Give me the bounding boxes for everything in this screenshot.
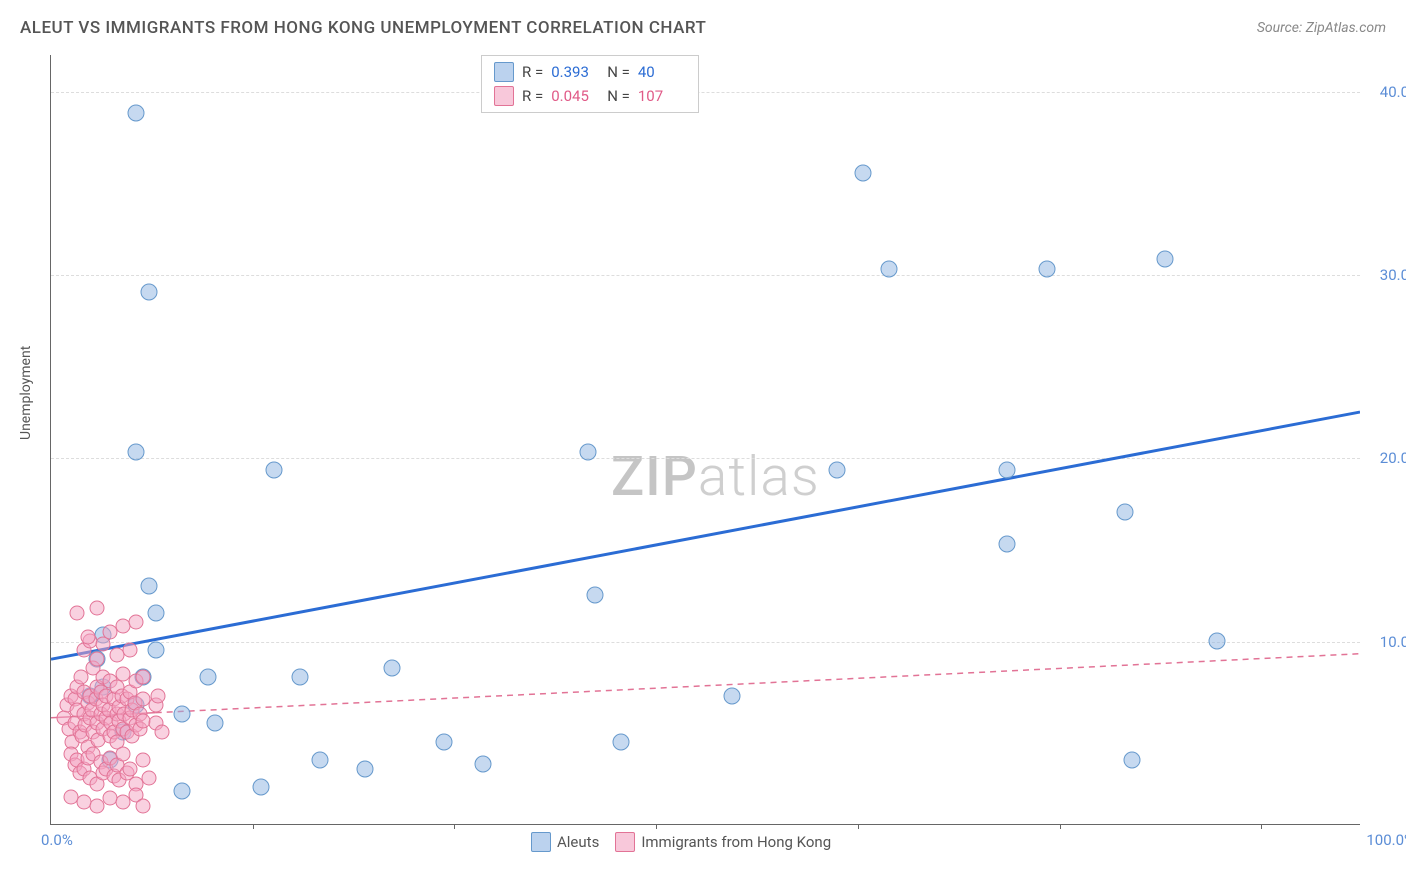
scatter-point (724, 687, 741, 704)
scatter-point (200, 669, 217, 686)
scatter-point (122, 642, 137, 657)
scatter-point (135, 798, 150, 813)
scatter-point (1117, 504, 1134, 521)
scatter-point (141, 284, 158, 301)
scatter-point (265, 462, 282, 479)
legend-item-aleuts: Aleuts (531, 832, 599, 852)
scatter-point (135, 670, 150, 685)
stat-r-label-2: R = (522, 84, 543, 108)
scatter-point (586, 586, 603, 603)
scatter-point (141, 577, 158, 594)
scatter-point (580, 443, 597, 460)
swatch-pink-icon (615, 832, 635, 852)
scatter-point (252, 779, 269, 796)
stats-row-hk: R = 0.045 N = 107 (494, 84, 686, 108)
scatter-point (147, 605, 164, 622)
stat-n-hk: 107 (638, 84, 686, 108)
scatter-point (829, 462, 846, 479)
y-tick-label: 10.0% (1365, 633, 1406, 651)
stat-r-hk: 0.045 (551, 84, 599, 108)
scatter-point (89, 600, 104, 615)
scatter-point (311, 751, 328, 768)
plot-area: ZIPatlas 10.0%20.0%30.0%40.0% 0.0% 100.0… (50, 55, 1360, 825)
legend-label-aleuts: Aleuts (557, 833, 599, 851)
scatter-point (357, 761, 374, 778)
scatter-point (1208, 632, 1225, 649)
scatter-point (206, 715, 223, 732)
watermark: ZIPatlas (611, 445, 820, 509)
swatch-pink-icon (494, 86, 514, 106)
scatter-point (291, 669, 308, 686)
scatter-point (128, 443, 145, 460)
scatter-point (128, 104, 145, 121)
scatter-point (1123, 751, 1140, 768)
stat-n-label-2: N = (607, 84, 630, 108)
y-tick-label: 40.0% (1365, 83, 1406, 101)
scatter-point (999, 462, 1016, 479)
stat-r-label: R = (522, 60, 543, 84)
scatter-point (122, 762, 137, 777)
x-tick-label-max: 100.0% (1366, 831, 1406, 849)
y-axis-label: Unemployment (18, 346, 34, 440)
series-legend: Aleuts Immigrants from Hong Kong (531, 832, 831, 852)
scatter-point (116, 747, 131, 762)
stat-r-aleuts: 0.393 (551, 60, 599, 84)
scatter-point (999, 535, 1016, 552)
y-tick-label: 20.0% (1365, 449, 1406, 467)
scatter-point (151, 688, 166, 703)
scatter-point (855, 165, 872, 182)
legend-label-hk: Immigrants from Hong Kong (641, 833, 831, 851)
scatter-point (135, 752, 150, 767)
scatter-point (475, 755, 492, 772)
swatch-blue-icon (531, 832, 551, 852)
x-tick-label-min: 0.0% (41, 831, 73, 849)
scatter-point (174, 706, 191, 723)
source-text: Source: ZipAtlas.com (1257, 20, 1386, 36)
scatter-point (147, 641, 164, 658)
scatter-point (881, 260, 898, 277)
scatter-point (1038, 260, 1055, 277)
y-tick-label: 30.0% (1365, 266, 1406, 284)
scatter-point (70, 606, 85, 621)
scatter-point (436, 733, 453, 750)
scatter-point (80, 630, 95, 645)
chart-title: ALEUT VS IMMIGRANTS FROM HONG KONG UNEMP… (20, 18, 706, 38)
scatter-point (155, 725, 170, 740)
scatter-point (96, 637, 111, 652)
stat-n-aleuts: 40 (638, 60, 686, 84)
scatter-point (142, 771, 157, 786)
scatter-point (174, 783, 191, 800)
scatter-point (129, 615, 144, 630)
stat-n-label: N = (607, 60, 630, 84)
scatter-point (89, 652, 104, 667)
swatch-blue-icon (494, 62, 514, 82)
scatter-point (383, 660, 400, 677)
title-bar: ALEUT VS IMMIGRANTS FROM HONG KONG UNEMP… (20, 18, 1386, 38)
stats-legend: R = 0.393 N = 40 R = 0.045 N = 107 (481, 55, 699, 113)
trend-lines (51, 55, 1360, 824)
scatter-point (1156, 251, 1173, 268)
legend-item-hk: Immigrants from Hong Kong (615, 832, 831, 852)
scatter-point (612, 733, 629, 750)
stats-row-aleuts: R = 0.393 N = 40 (494, 60, 686, 84)
